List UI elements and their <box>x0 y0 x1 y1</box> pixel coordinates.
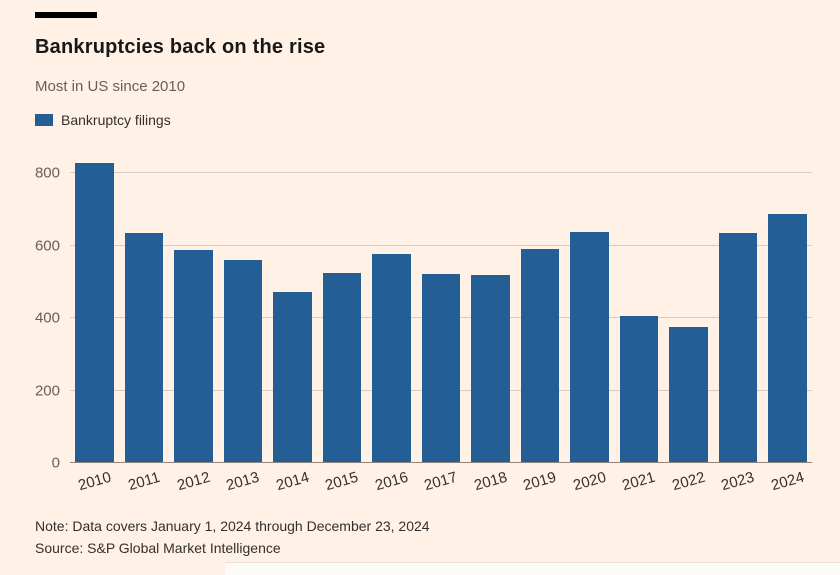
x-axis-label-slot: 2011 <box>119 469 168 494</box>
bar-2014 <box>273 292 312 463</box>
gridline <box>70 172 812 174</box>
bar-2024 <box>768 214 807 463</box>
bar-chart-plot-area: 2010 2011 2012 2013 2014 2015 2016 2017 2018 2019… <box>35 155 812 494</box>
x-axis-tick-label: 2019 <box>521 468 559 495</box>
bar-slot <box>70 155 119 463</box>
bar-2015 <box>322 273 362 463</box>
bars-container <box>70 155 812 463</box>
bar-slot <box>713 155 762 463</box>
bar-2022 <box>669 327 708 463</box>
legend: Bankruptcy filings <box>35 112 171 128</box>
legend-swatch-icon <box>35 114 53 126</box>
x-axis-label-slot: 2018 <box>466 469 515 495</box>
y-axis-tick-label: 0 <box>51 454 60 472</box>
gridline <box>70 244 812 246</box>
x-axis-labels: 2010 2011 2012 2013 2014 2015 2016 2017 2018 2019… <box>70 469 812 495</box>
bar-2017 <box>421 274 461 463</box>
y-axis-tick-label: 200 <box>34 382 60 400</box>
chart-source: Source: S&P Global Market Intelligence <box>35 540 281 556</box>
bar-2010 <box>75 163 115 463</box>
x-axis-tick-label: 2011 <box>126 468 163 495</box>
x-axis-label-slot: 2015 <box>317 469 366 495</box>
x-axis-tick-label: 2013 <box>224 468 262 495</box>
bar-slot <box>268 155 317 463</box>
x-axis-label-slot: 2023 <box>713 469 762 495</box>
bar-slot <box>317 155 366 463</box>
x-axis-label-slot: 2014 <box>268 469 317 495</box>
bar-slot <box>565 155 614 463</box>
x-axis-tick-label: 2020 <box>571 468 608 495</box>
legend-label: Bankruptcy filings <box>61 112 171 128</box>
x-axis-tick-label: 2017 <box>422 468 460 495</box>
bar-2023 <box>718 232 758 463</box>
x-axis-tick-label: 2010 <box>76 468 114 495</box>
bar-slot <box>119 155 168 463</box>
x-axis-tick-label: 2016 <box>373 468 410 495</box>
x-axis-tick-label: 2018 <box>472 468 509 495</box>
x-axis-baseline <box>70 462 812 463</box>
chart-title: Bankruptcies back on the rise <box>35 36 326 58</box>
x-axis-label-slot: 2013 <box>218 469 267 495</box>
x-axis-tick-label: 2014 <box>274 468 311 495</box>
bar-slot <box>763 155 812 463</box>
x-axis-label-slot: 2020 <box>565 469 614 495</box>
bar-slot <box>218 155 267 463</box>
x-axis-label-slot: 2010 <box>70 469 119 495</box>
bar-slot <box>416 155 465 463</box>
accent-bar <box>35 12 97 18</box>
x-axis-tick-label: 2022 <box>669 468 707 495</box>
x-axis-tick-label: 2012 <box>175 468 213 495</box>
x-axis-label-slot: 2021 <box>614 469 663 495</box>
bar-2013 <box>223 260 263 463</box>
chart-subtitle: Most in US since 2010 <box>35 78 186 95</box>
bar-slot <box>169 155 218 463</box>
x-axis-label-slot: 2012 <box>169 469 218 495</box>
bar-2011 <box>124 233 164 463</box>
bar-2020 <box>570 231 609 463</box>
x-axis-tick-label: 2021 <box>620 468 658 495</box>
bar-2019 <box>520 249 560 463</box>
chart-note: Note: Data covers January 1, 2024 throug… <box>35 518 430 534</box>
bar-2016 <box>372 254 411 463</box>
x-axis-tick-label: 2023 <box>719 468 757 495</box>
bar-slot <box>466 155 515 463</box>
bar-2021 <box>619 315 659 463</box>
y-axis-tick-label: 600 <box>34 237 60 255</box>
y-axis-tick-label: 800 <box>34 164 60 182</box>
x-axis-label-slot: 2022 <box>664 469 713 495</box>
bar-slot <box>515 155 564 463</box>
bar-slot <box>367 155 416 463</box>
bar-slot <box>614 155 663 463</box>
y-axis-tick-label: 400 <box>34 309 60 327</box>
x-axis-label-slot: 2017 <box>416 469 465 495</box>
x-axis-tick-label: 2015 <box>323 468 361 495</box>
bar-2012 <box>174 249 213 463</box>
bar-2018 <box>471 274 510 463</box>
x-axis-label-slot: 2024 <box>763 469 812 495</box>
bar-slot <box>664 155 713 463</box>
x-axis-label-slot: 2016 <box>367 469 416 495</box>
x-axis-label-slot: 2019 <box>515 469 564 495</box>
x-axis-tick-label: 2024 <box>768 468 806 495</box>
horizontal-scrollbar[interactable] <box>225 562 840 575</box>
